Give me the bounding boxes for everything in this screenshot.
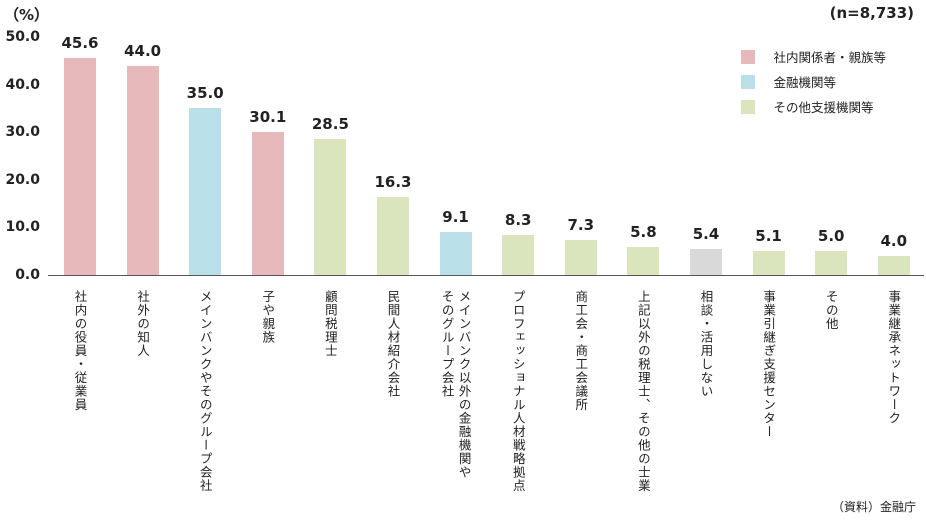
x-tick-label: 社内の役員・従業員	[72, 290, 88, 412]
y-axis-unit-label: （%）	[4, 6, 50, 24]
data-label: 9.1	[442, 207, 469, 226]
bar	[251, 131, 284, 275]
bar	[189, 108, 222, 275]
bar	[815, 251, 848, 275]
data-label: 5.8	[630, 223, 657, 242]
data-label: 28.5	[311, 115, 349, 134]
legend-label: 金融機関等	[773, 75, 836, 90]
bar	[439, 231, 472, 275]
legend: 社内関係者・親族等 金融機関等 その他支援機関等	[741, 44, 886, 119]
y-tick-label: 50.0	[5, 29, 40, 45]
data-label: 16.3	[374, 173, 412, 192]
data-label: 35.0	[186, 84, 224, 103]
x-tick-label: 事業引継ぎ支援センター	[761, 290, 777, 439]
bar	[564, 240, 597, 275]
x-tick-label: メインバンクやそのグループ会社	[197, 290, 213, 493]
x-tick-label: 民間人材紹介会社	[385, 290, 401, 398]
data-label: 5.1	[755, 226, 782, 245]
bar	[377, 197, 409, 275]
bar	[126, 65, 159, 275]
legend-item: その他支援機関等	[741, 94, 886, 119]
legend-swatch	[741, 99, 756, 114]
data-label: 45.6	[61, 33, 99, 52]
x-tick-label: 事業継承ネットワーク	[886, 290, 902, 425]
legend-swatch	[741, 74, 756, 89]
legend-label: 社内関係者・親族等	[773, 50, 886, 65]
legend-item: 社内関係者・親族等	[741, 44, 886, 69]
bar	[627, 247, 660, 275]
data-label: 4.0	[880, 231, 908, 250]
legend-swatch	[741, 49, 756, 64]
y-tick-label: 10.0	[5, 219, 40, 236]
y-tick-label: 30.0	[5, 124, 40, 141]
source-note: （資料）金融庁	[831, 500, 916, 514]
x-tick-label: 相談・活用しない	[698, 290, 714, 398]
bar	[690, 249, 722, 275]
x-tick-label: 子や親族	[260, 290, 276, 344]
bar	[752, 250, 785, 275]
sample-size-label: (n=8,733)	[829, 4, 914, 22]
y-tick-label: 20.0	[5, 171, 40, 188]
data-label: 5.0	[817, 227, 845, 246]
data-label: 8.3	[504, 211, 532, 230]
bar	[64, 57, 96, 275]
x-tick-label: 社外の知人	[135, 290, 151, 358]
x-tick-label: 顧問税理士	[322, 290, 338, 358]
x-tick-label: 上記以外の税理士、その他の士業	[635, 290, 651, 493]
x-tick-label: その他	[823, 290, 839, 331]
bar	[314, 139, 347, 275]
data-label: 44.0	[124, 41, 162, 60]
x-tick-label: 商工会・商工会議所	[573, 290, 589, 412]
data-label: 5.4	[692, 225, 720, 244]
data-label: 7.3	[567, 216, 595, 235]
x-tick-label: メインバンク以外の金融機関や そのグループ会社	[439, 290, 472, 479]
y-tick-label: 40.0	[5, 76, 40, 93]
legend-label: その他支援機関等	[773, 100, 874, 115]
y-tick-label: 0.0	[15, 267, 40, 283]
x-axis-line	[48, 275, 924, 276]
bar	[502, 235, 535, 275]
legend-item: 金融機関等	[741, 69, 886, 94]
x-tick-label: プロフェッショナル人材戦略拠点	[510, 290, 526, 493]
bar	[877, 255, 910, 275]
data-label: 30.1	[249, 107, 287, 126]
